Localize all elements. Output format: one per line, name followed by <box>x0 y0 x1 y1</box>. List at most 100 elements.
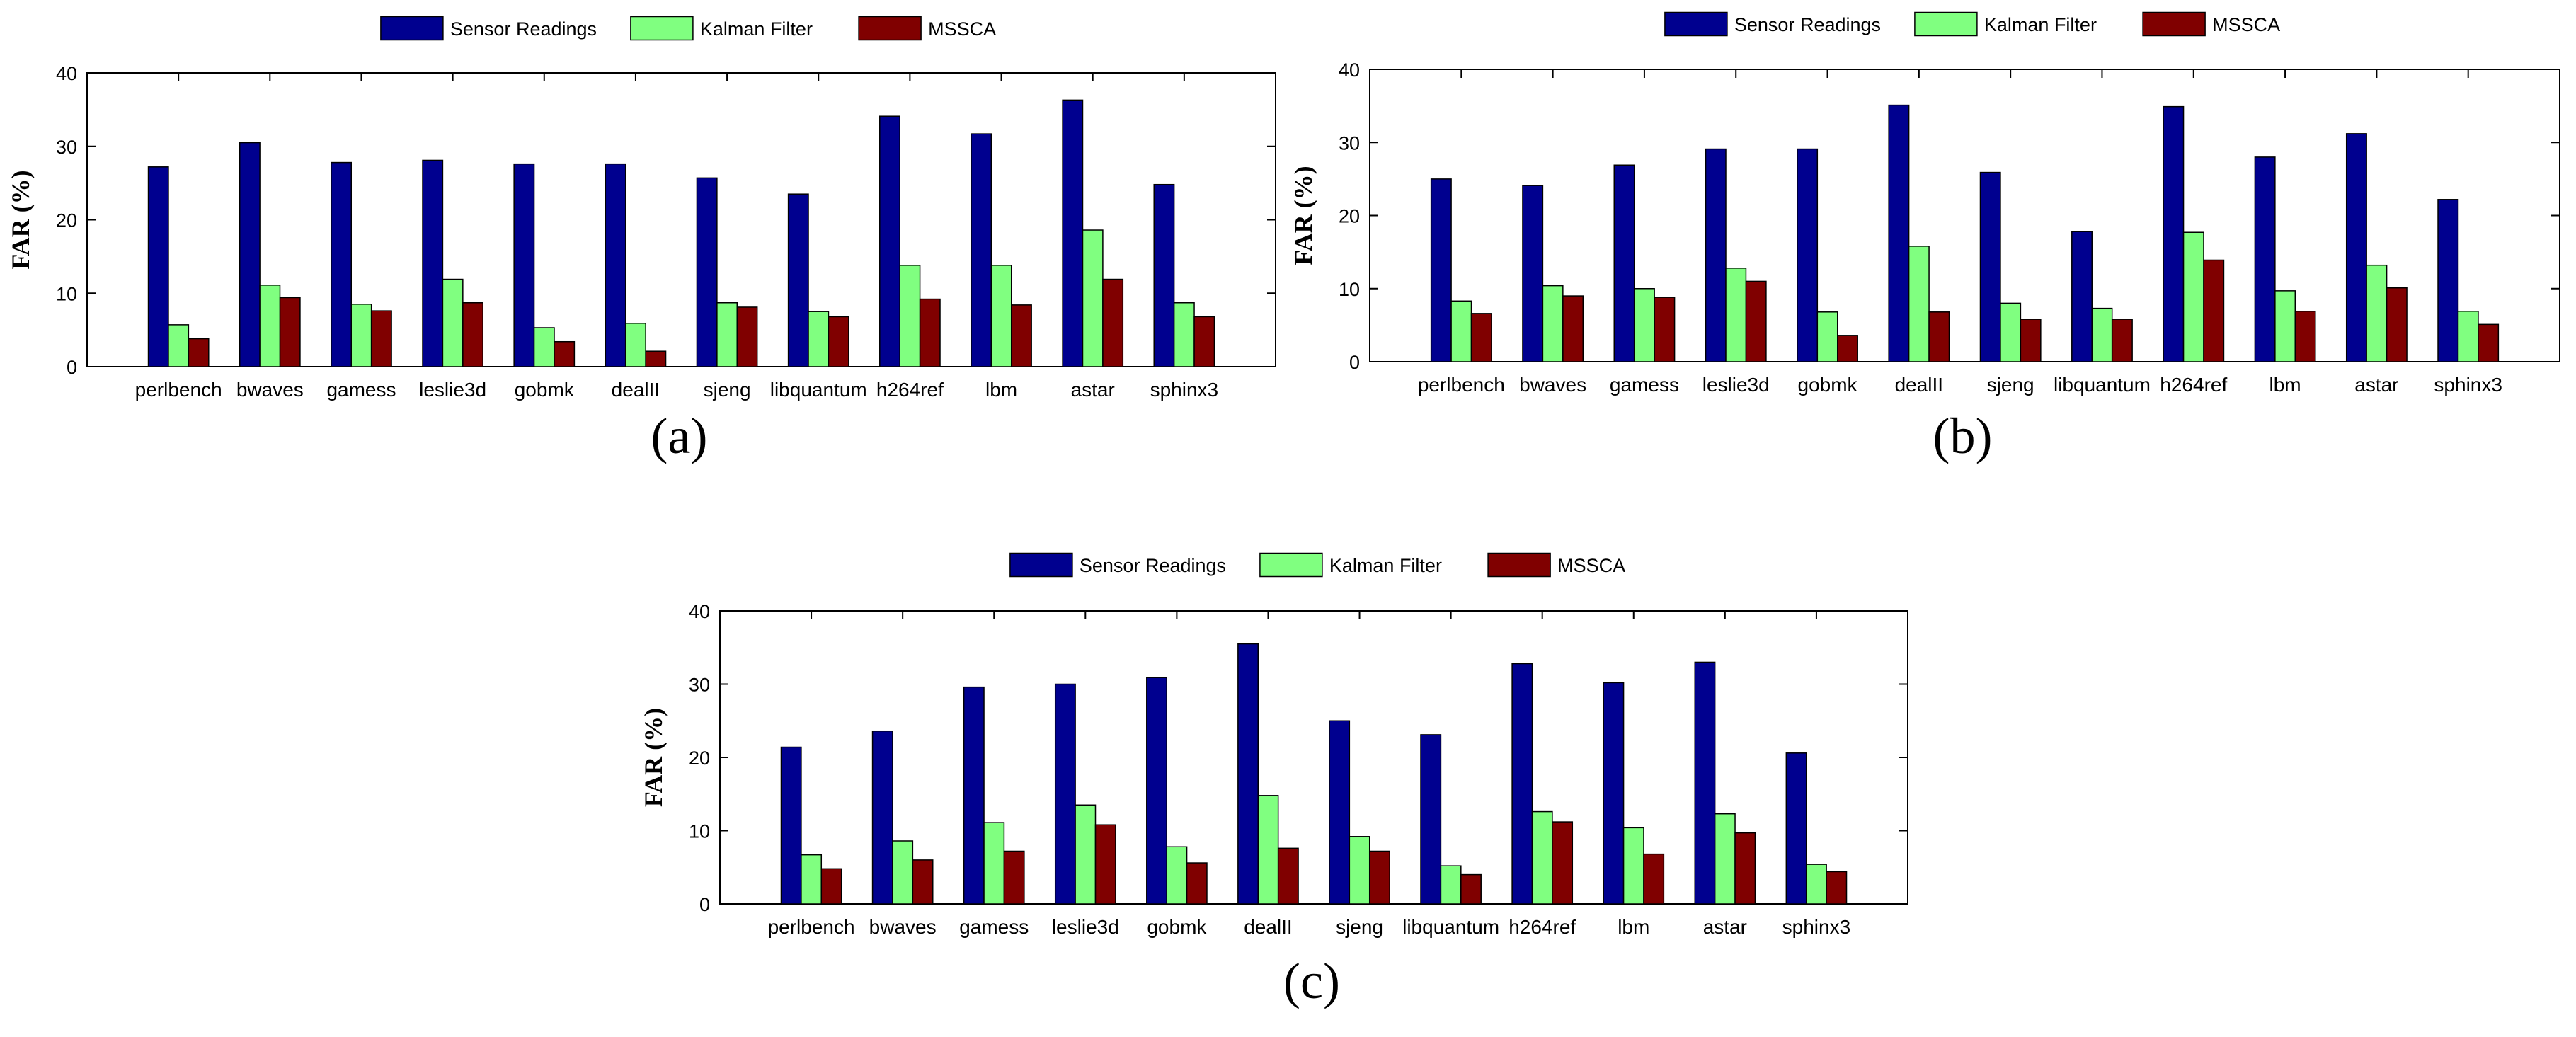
bar-mssca-lbm <box>1643 853 1665 905</box>
bar-sensor-h264ref <box>879 115 900 367</box>
legend-swatch-mssca <box>858 16 922 41</box>
x-category-label: libquantum <box>770 379 867 401</box>
legend-swatch-mssca <box>2142 11 2206 37</box>
bar-mssca-perlbench <box>1470 313 1492 362</box>
bar-sensor-lbm <box>971 133 992 367</box>
bar-mssca-bwaves <box>912 859 934 905</box>
bar-kalman-dealII <box>624 323 646 367</box>
x-category-label: dealII <box>1244 916 1293 938</box>
x-category-label: libquantum <box>1402 916 1499 938</box>
bar-mssca-astar <box>1102 278 1124 367</box>
legend-swatch-sensor <box>380 16 444 41</box>
bar-sensor-sjeng <box>1979 171 2001 362</box>
bar-sensor-bwaves <box>871 730 893 905</box>
x-category-label: h264ref <box>876 379 944 401</box>
x-category-label: libquantum <box>2054 374 2151 396</box>
bar-sensor-lbm <box>2254 156 2276 362</box>
bar-mssca-leslie3d <box>1094 824 1116 905</box>
bar-mssca-h264ref <box>2203 259 2225 362</box>
bar-mssca-sjeng <box>1368 850 1390 905</box>
bar-mssca-perlbench <box>820 868 842 905</box>
bar-kalman-lbm <box>990 265 1012 367</box>
bar-sensor-bwaves <box>239 142 261 367</box>
bar-kalman-astar <box>1714 813 1736 905</box>
y-tick-label: 30 <box>1339 132 1360 154</box>
bar-mssca-h264ref <box>919 298 941 367</box>
legend: Sensor Readings Kalman Filter MSSCA <box>380 16 996 41</box>
x-category-label: sjeng <box>1336 916 1383 938</box>
x-category-label: gamess <box>959 916 1029 938</box>
bar-kalman-gobmk <box>1166 846 1188 905</box>
x-category-label: gobmk <box>515 379 575 401</box>
bar-kalman-libquantum <box>808 311 830 367</box>
x-category-label: bwaves <box>236 379 304 401</box>
bar-kalman-bwaves <box>892 840 914 905</box>
bar-sensor-gamess <box>331 161 353 367</box>
bar-sensor-perlbench <box>147 166 169 367</box>
bar-sensor-leslie3d <box>1705 148 1727 362</box>
bar-sensor-libquantum <box>2071 231 2093 362</box>
x-category-label: gamess <box>326 379 396 401</box>
bar-kalman-sjeng <box>1349 836 1370 905</box>
bar-kalman-libquantum <box>1440 865 1462 905</box>
x-category-label: leslie3d <box>1702 374 1770 396</box>
bar-mssca-gamess <box>1654 297 1676 362</box>
bar-kalman-libquantum <box>2091 307 2113 362</box>
x-category-label: perlbench <box>135 379 222 401</box>
legend-swatch-kalman <box>1914 11 1978 37</box>
y-tick-label: 10 <box>689 821 710 842</box>
x-category-label: sphinx3 <box>1150 379 1219 401</box>
bar-mssca-perlbench <box>188 338 210 367</box>
bar-sensor-sjeng <box>696 177 718 367</box>
bar-kalman-perlbench <box>801 854 823 905</box>
bar-mssca-lbm <box>2294 311 2316 362</box>
x-category-label: astar <box>2354 374 2398 396</box>
chart-panel-0: 0 10 20 30 40 FAR (%) perlbench bwaves gamess les… <box>6 16 1276 464</box>
bar-kalman-gobmk <box>533 327 555 367</box>
bar-mssca-sphinx3 <box>1826 871 1848 905</box>
bar-sensor-astar <box>1694 661 1716 905</box>
bar-sensor-gobmk <box>1146 677 1167 905</box>
x-category-label: sphinx3 <box>2434 374 2502 396</box>
bar-sensor-dealII <box>1888 104 1910 362</box>
panel-label: (c) <box>1283 953 1340 1009</box>
bar-mssca-sjeng <box>736 306 758 367</box>
bar-kalman-dealII <box>1908 246 1930 362</box>
bar-mssca-lbm <box>1010 304 1032 367</box>
x-category-label: gobmk <box>1147 916 1207 938</box>
y-tick-label: 0 <box>1349 352 1360 373</box>
bar-kalman-sphinx3 <box>1173 302 1195 367</box>
bar-mssca-dealII <box>1928 311 1950 362</box>
bar-kalman-astar <box>1082 229 1104 367</box>
bar-mssca-libquantum <box>2111 319 2133 362</box>
bar-sensor-astar <box>1062 99 1084 367</box>
bar-sensor-dealII <box>605 163 626 367</box>
y-tick-label: 40 <box>1339 59 1360 81</box>
x-category-label: dealII <box>612 379 660 401</box>
legend-label-sensor: Sensor Readings <box>1734 14 1881 35</box>
bar-mssca-libquantum <box>828 316 849 367</box>
legend-swatch-sensor <box>1009 552 1073 578</box>
x-category-label: bwaves <box>1519 374 1586 396</box>
x-category-label: h264ref <box>2160 374 2227 396</box>
bar-kalman-lbm <box>1622 827 1644 905</box>
bar-kalman-sjeng <box>2000 302 2022 362</box>
bar-kalman-gamess <box>350 304 372 367</box>
bar-kalman-astar <box>2366 264 2388 362</box>
bar-sensor-leslie3d <box>422 159 444 367</box>
bar-sensor-sphinx3 <box>1785 752 1807 905</box>
bar-mssca-sphinx3 <box>2478 323 2500 362</box>
legend-swatch-kalman <box>1259 552 1323 578</box>
bar-sensor-dealII <box>1237 643 1259 905</box>
bar-sensor-libquantum <box>787 193 809 367</box>
bar-sensor-sphinx3 <box>1153 183 1175 367</box>
bar-mssca-dealII <box>645 350 667 367</box>
x-category-label: h264ref <box>1509 916 1576 938</box>
x-category-label: sphinx3 <box>1782 916 1851 938</box>
legend: Sensor Readings Kalman Filter MSSCA <box>1009 552 1625 578</box>
bar-kalman-bwaves <box>259 285 281 367</box>
y-tick-label: 30 <box>689 675 710 696</box>
bar-mssca-sjeng <box>2020 319 2042 362</box>
legend-swatch-sensor <box>1664 11 1728 37</box>
bar-kalman-gamess <box>983 822 1005 905</box>
